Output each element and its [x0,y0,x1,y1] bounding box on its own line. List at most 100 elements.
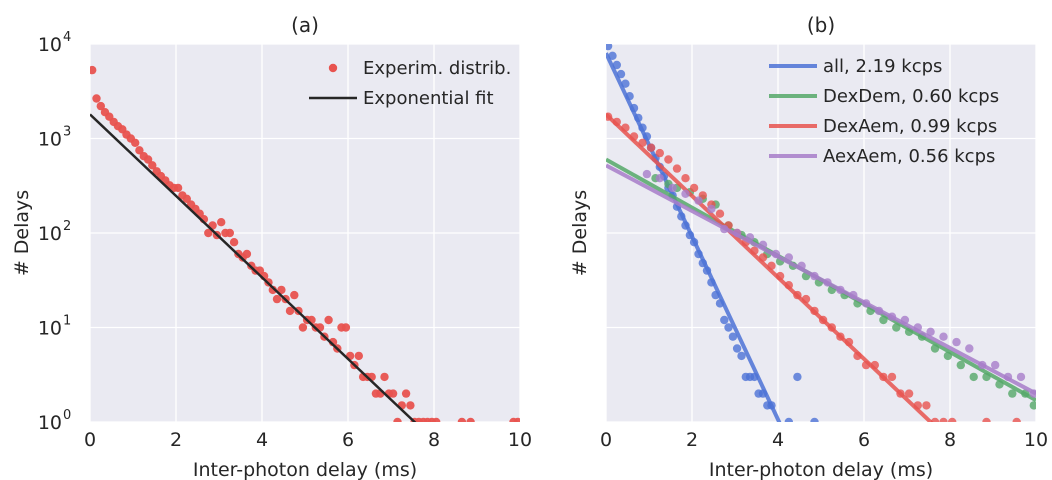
chart-title: (a) [291,13,319,37]
data-point [457,417,467,422]
data-point [96,101,106,111]
data-point [341,323,351,332]
data-point [948,417,957,422]
data-point [1029,401,1036,410]
data-point [277,285,286,295]
data-point [173,183,183,193]
y-tick-exponent: 4 [63,30,71,45]
data-point [922,401,931,410]
y-tick-label: 10 [38,129,62,151]
data-point [926,327,935,336]
data-point [90,65,97,75]
data-point [642,169,652,179]
x-tick-label: 6 [858,429,870,451]
data-point [965,344,974,353]
legend-label: AexAem, 0.56 kcps [823,146,995,167]
data-point [694,196,703,205]
y-tick-exponent: 3 [63,125,71,140]
data-point [810,417,819,422]
data-point [707,204,716,214]
data-point [143,155,153,164]
x-tick-label: 8 [944,429,956,451]
data-point [606,44,613,51]
data-point [135,146,144,155]
x-axis-label: Inter-photon delay (ms) [709,459,933,480]
legend-label: Exponential fit [363,88,494,109]
data-point [217,218,226,227]
data-point [715,209,725,218]
data-point [793,372,802,382]
x-tick-label: 10 [508,429,532,451]
y-tick-label: 10 [38,318,62,340]
data-point [952,337,961,347]
data-point [732,344,742,353]
data-point [298,323,308,332]
series-layer [90,65,520,422]
data-point [991,360,1000,370]
data-point [432,417,441,422]
data-point [393,417,402,422]
data-point [268,285,277,295]
legend-label: DexAem, 0.99 kcps [823,116,997,137]
data-point [380,372,389,382]
y-tick-exponent: 0 [63,408,71,423]
chart-title: (b) [807,13,835,37]
y-tick-exponent: 1 [63,314,71,329]
y-tick-label: 10 [38,412,62,434]
data-point [939,332,948,341]
fit-line [90,113,417,422]
data-point [242,249,252,259]
data-point [681,174,690,183]
data-point [904,389,914,398]
data-point [887,372,897,382]
data-point [513,417,520,422]
data-point [204,228,213,238]
data-point [466,417,475,422]
x-axis-label: Inter-photon delay (ms) [193,459,417,480]
data-point [225,228,234,238]
y-axis-label: # Delays [11,190,33,276]
x-tick-label: 0 [84,429,96,451]
data-point [1016,372,1026,382]
data-point [681,189,690,198]
data-point [285,306,295,316]
data-point [724,323,733,332]
data-point [401,389,411,398]
data-point [646,143,656,152]
x-tick-label: 2 [686,429,698,451]
data-point [354,351,363,361]
data-point [982,417,991,422]
legend-label: all, 2.19 kcps [823,56,942,77]
data-point [388,389,398,398]
data-point [406,401,415,410]
data-point [969,372,978,382]
data-point [1008,389,1017,398]
y-tick-exponent: 2 [63,219,71,234]
fit-line [606,52,782,422]
data-point [229,238,239,247]
data-point [668,183,677,193]
data-point [737,351,746,361]
data-point [939,417,948,422]
series-layer [606,44,1036,422]
data-point [131,138,140,147]
y-tick-label: 10 [38,34,62,56]
data-point [672,164,682,173]
data-point [182,194,191,203]
data-point [720,315,729,325]
data-point [956,360,965,370]
data-point [728,332,738,341]
data-point [930,417,940,422]
legend-label: DexDem, 0.60 kcps [823,86,999,107]
legend: all, 2.19 kcps DexDem, 0.60 kcps DexAem, 0… [769,56,999,167]
fit-line [606,163,1036,396]
data-point [290,290,299,300]
x-tick-label: 4 [772,429,784,451]
fit-line [606,112,934,422]
data-point [689,183,699,193]
legend: Experim. distrib. Exponential fit [309,58,511,109]
x-tick-label: 10 [1024,429,1048,451]
data-point [664,155,673,164]
